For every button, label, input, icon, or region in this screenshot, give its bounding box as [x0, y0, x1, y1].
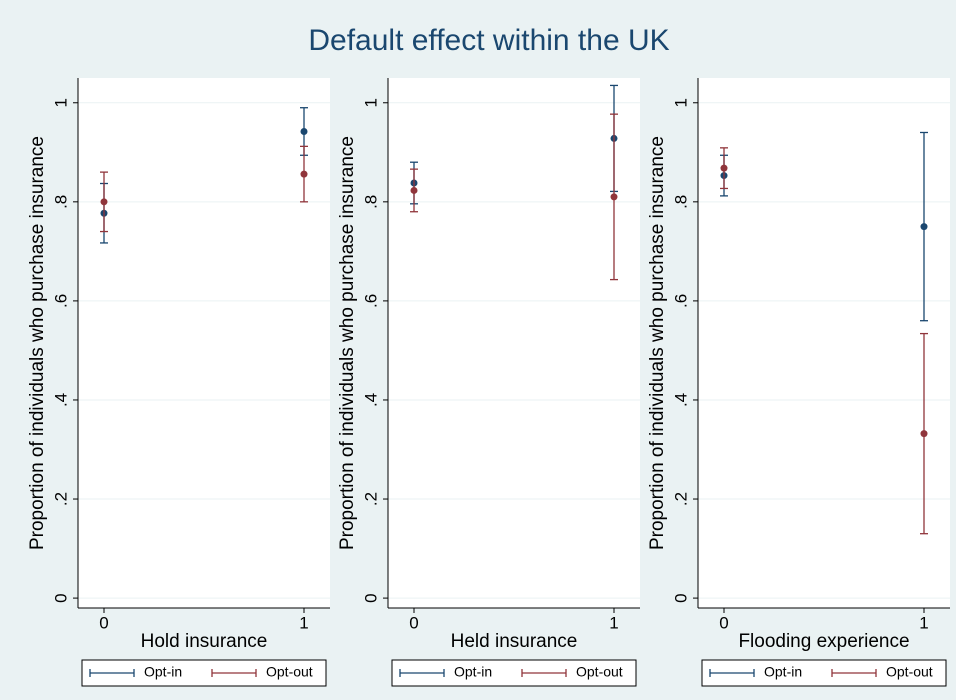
x-axis-label: Hold insurance: [141, 631, 268, 652]
plot-area: [78, 78, 330, 608]
y-tick-label: .4: [361, 393, 380, 407]
legend-label: Opt-out: [576, 664, 623, 680]
point: [920, 223, 928, 231]
plot-area: [388, 78, 640, 608]
y-axis-label: Proportion of individuals who purchase i…: [27, 136, 48, 550]
point: [300, 170, 308, 178]
y-axis-label: Proportion of individuals who purchase i…: [337, 136, 358, 550]
x-tick-label: 0: [409, 613, 418, 632]
y-tick-label: 1: [671, 98, 690, 107]
y-tick-label: .8: [671, 195, 690, 209]
legend-label: Opt-in: [764, 664, 802, 680]
y-tick-label: 0: [361, 593, 380, 602]
y-tick-label: 1: [51, 98, 70, 107]
y-tick-label: .8: [361, 195, 380, 209]
x-tick-label: 0: [99, 613, 108, 632]
point: [920, 430, 928, 438]
plot-area: [698, 78, 950, 608]
point: [610, 193, 618, 201]
x-tick-label: 1: [299, 613, 308, 632]
legend-label: Opt-in: [454, 664, 492, 680]
y-tick-label: .6: [671, 294, 690, 308]
y-tick-label: .6: [51, 294, 70, 308]
y-tick-label: .6: [361, 294, 380, 308]
y-tick-label: .4: [51, 393, 70, 407]
y-tick-label: 0: [671, 593, 690, 602]
y-tick-label: .2: [671, 492, 690, 506]
x-axis-label: Flooding experience: [738, 631, 909, 652]
y-tick-label: 0: [51, 593, 70, 602]
chart-title: Default effect within the UK: [308, 24, 669, 57]
y-tick-label: 1: [361, 98, 380, 107]
y-tick-label: .2: [361, 492, 380, 506]
point: [720, 164, 728, 172]
point: [410, 186, 418, 194]
y-axis-label: Proportion of individuals who purchase i…: [647, 136, 668, 550]
legend-label: Opt-out: [266, 664, 313, 680]
y-tick-label: .8: [51, 195, 70, 209]
y-tick-label: .4: [671, 393, 690, 407]
x-tick-label: 0: [719, 613, 728, 632]
point: [100, 198, 108, 206]
x-tick-label: 1: [609, 613, 618, 632]
y-tick-label: .2: [51, 492, 70, 506]
point: [300, 127, 308, 135]
legend-label: Opt-out: [886, 664, 933, 680]
legend-label: Opt-in: [144, 664, 182, 680]
x-tick-label: 1: [919, 613, 928, 632]
x-axis-label: Held insurance: [451, 631, 578, 652]
